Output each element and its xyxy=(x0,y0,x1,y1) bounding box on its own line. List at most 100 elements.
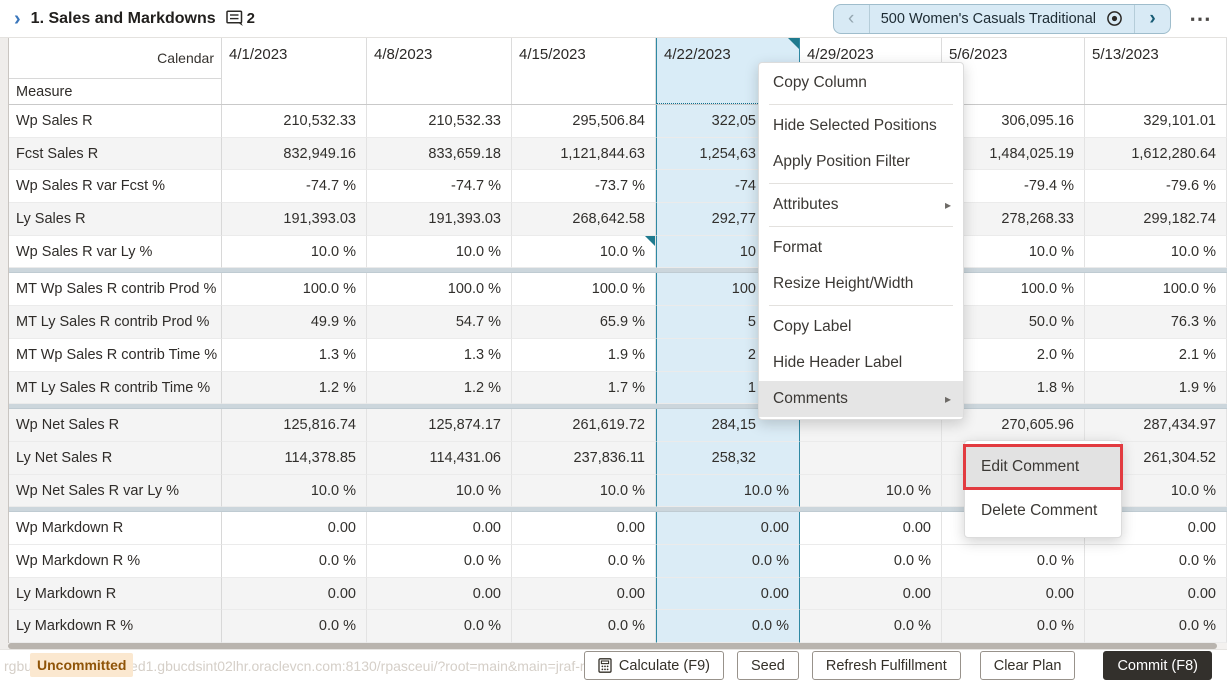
grid-cell[interactable]: 0.0 % xyxy=(512,610,656,643)
grid-cell[interactable]: -74.7 % xyxy=(222,170,367,204)
grid-cell[interactable]: 0.0 % xyxy=(656,544,800,578)
column-header[interactable]: 4/8/2023 xyxy=(367,38,512,104)
row-header-measure[interactable]: MT Ly Sales R contrib Time % xyxy=(8,371,222,405)
grid-cell[interactable]: -74.7 % xyxy=(367,170,512,204)
column-dimension-label[interactable]: Calendar xyxy=(8,38,221,79)
grid-cell[interactable]: 0.00 xyxy=(656,577,800,611)
grid-cell[interactable]: 0.00 xyxy=(367,512,512,545)
grid-cell[interactable] xyxy=(800,409,942,442)
grid-cell[interactable]: -79.6 % xyxy=(1085,170,1227,204)
grid-cell[interactable]: 65.9 % xyxy=(512,306,656,339)
commit-f8--button[interactable]: Commit (F8) xyxy=(1103,651,1212,680)
row-header-measure[interactable]: MT Wp Sales R contrib Time % xyxy=(8,338,222,372)
grid-cell[interactable]: 54.7 % xyxy=(367,306,512,339)
row-header-measure[interactable]: MT Ly Sales R contrib Prod % xyxy=(8,306,222,339)
row-header-measure[interactable]: Ly Sales R xyxy=(8,203,222,236)
grid-cell[interactable]: 100.0 % xyxy=(512,273,656,307)
grid-cell[interactable]: 299,182.74 xyxy=(1085,203,1227,236)
clear-plan-button[interactable]: Clear Plan xyxy=(979,651,1076,680)
target-icon[interactable] xyxy=(1106,10,1123,27)
grid-cell[interactable]: 0.0 % xyxy=(800,610,942,643)
grid-cell[interactable]: 49.9 % xyxy=(222,306,367,339)
grid-cell[interactable]: 100.0 % xyxy=(942,273,1085,307)
grid-cell[interactable]: 210,532.33 xyxy=(367,105,512,138)
row-header-measure[interactable]: Ly Markdown R xyxy=(8,577,222,611)
column-header[interactable]: 4/15/2023 xyxy=(512,38,656,104)
grid-cell[interactable]: 0.00 xyxy=(512,512,656,545)
grid-cell[interactable] xyxy=(800,441,942,475)
grid-cell[interactable]: 10.0 % xyxy=(222,474,367,508)
grid-cell[interactable]: 261,619.72 xyxy=(512,409,656,442)
grid-cell[interactable]: 10.0 % xyxy=(942,235,1085,269)
grid-cell[interactable]: 0.00 xyxy=(800,577,942,611)
grid-cell[interactable]: 125,874.17 xyxy=(367,409,512,442)
grid-cell[interactable]: 0.0 % xyxy=(942,610,1085,643)
grid-cell[interactable]: 0.00 xyxy=(512,577,656,611)
grid-cell[interactable]: 10.0 % xyxy=(800,474,942,508)
grid-cell[interactable]: 2.0 % xyxy=(942,338,1085,372)
refresh-fulfillment-button[interactable]: Refresh Fulfillment xyxy=(811,651,961,680)
menu-item-format[interactable]: Format xyxy=(773,239,823,256)
grid-cell[interactable]: 0.00 xyxy=(942,577,1085,611)
grid-cell[interactable]: 295,506.84 xyxy=(512,105,656,138)
grid-cell[interactable]: 100.0 % xyxy=(367,273,512,307)
grid-cell[interactable]: 0.0 % xyxy=(512,544,656,578)
grid-cell[interactable]: 306,095.16 xyxy=(942,105,1085,138)
grid-cell[interactable]: 0.00 xyxy=(367,577,512,611)
grid-cell[interactable]: 1.3 % xyxy=(222,338,367,372)
grid-cell[interactable]: 10.0 % xyxy=(656,474,800,508)
view-comments-indicator[interactable]: 2 xyxy=(225,10,255,27)
grid-cell[interactable]: 287,434.97 xyxy=(1085,409,1227,442)
grid-cell[interactable]: 1.3 % xyxy=(367,338,512,372)
expand-view-icon[interactable]: › xyxy=(14,7,21,30)
grid-cell[interactable]: 258,32 xyxy=(656,441,800,475)
horizontal-scrollbar-thumb[interactable] xyxy=(8,643,1217,649)
grid-cell[interactable]: 0.0 % xyxy=(800,544,942,578)
grid-cell[interactable]: 0.0 % xyxy=(1085,610,1227,643)
row-header-measure[interactable]: Wp Sales R var Ly % xyxy=(8,235,222,269)
grid-cell[interactable]: 0.0 % xyxy=(222,610,367,643)
grid-cell[interactable]: 0.0 % xyxy=(222,544,367,578)
submenu-item-edit-comment[interactable]: Edit Comment xyxy=(963,444,1123,490)
row-header-measure[interactable]: MT Wp Sales R contrib Prod % xyxy=(8,273,222,307)
grid-cell[interactable]: 832,949.16 xyxy=(222,137,367,171)
grid-cell[interactable]: 191,393.03 xyxy=(367,203,512,236)
menu-item-hide-header-label[interactable]: Hide Header Label xyxy=(773,354,903,371)
next-position-button[interactable]: › xyxy=(1134,4,1170,33)
menu-item-comments[interactable]: Comments ▸ xyxy=(759,381,963,417)
row-header-measure[interactable]: Wp Net Sales R var Ly % xyxy=(8,474,222,508)
grid-cell[interactable]: 268,642.58 xyxy=(512,203,656,236)
grid-cell[interactable]: 10.0 % xyxy=(512,474,656,508)
column-header[interactable]: 5/6/2023 xyxy=(942,38,1085,104)
grid-cell[interactable]: 0.0 % xyxy=(367,610,512,643)
seed-button[interactable]: Seed xyxy=(736,651,799,680)
grid-cell[interactable]: -79.4 % xyxy=(942,170,1085,204)
column-header[interactable]: 4/1/2023 xyxy=(222,38,367,104)
grid-cell[interactable]: 1,484,025.19 xyxy=(942,137,1085,171)
grid-cell[interactable]: 1.2 % xyxy=(367,371,512,405)
grid-cell[interactable]: 0.00 xyxy=(222,512,367,545)
grid-cell[interactable]: 10.0 % xyxy=(367,235,512,269)
grid-cell[interactable]: -73.7 % xyxy=(512,170,656,204)
grid-cell[interactable]: 10.0 % xyxy=(1085,235,1227,269)
grid-cell[interactable]: 114,378.85 xyxy=(222,441,367,475)
overflow-menu-icon[interactable]: ⋯ xyxy=(1189,5,1211,31)
submenu-item-delete-comment[interactable]: Delete Comment xyxy=(981,502,1098,519)
menu-item-copy-label[interactable]: Copy Label xyxy=(773,318,852,335)
row-header-measure[interactable]: Ly Markdown R % xyxy=(8,610,222,643)
row-header-measure[interactable]: Fcst Sales R xyxy=(8,137,222,171)
menu-item-hide-selected-positions[interactable]: Hide Selected Positions xyxy=(773,117,937,134)
grid-cell[interactable]: 10.0 % xyxy=(367,474,512,508)
grid-cell[interactable]: 0.0 % xyxy=(942,544,1085,578)
previous-position-button[interactable]: ‹ xyxy=(834,4,870,33)
grid-cell[interactable]: 10.0 % xyxy=(222,235,367,269)
grid-cell[interactable]: 76.3 % xyxy=(1085,306,1227,339)
grid-cell[interactable]: 0.00 xyxy=(656,512,800,545)
grid-cell[interactable]: 2.1 % xyxy=(1085,338,1227,372)
row-header-measure[interactable]: Wp Markdown R % xyxy=(8,544,222,578)
grid-cell[interactable]: 0.0 % xyxy=(1085,544,1227,578)
menu-item-copy-column[interactable]: Copy Column xyxy=(773,74,867,91)
row-header-measure[interactable]: Wp Markdown R xyxy=(8,512,222,545)
grid-cell[interactable]: 10.0 % xyxy=(512,235,656,269)
column-header[interactable]: 5/13/2023 xyxy=(1085,38,1227,104)
